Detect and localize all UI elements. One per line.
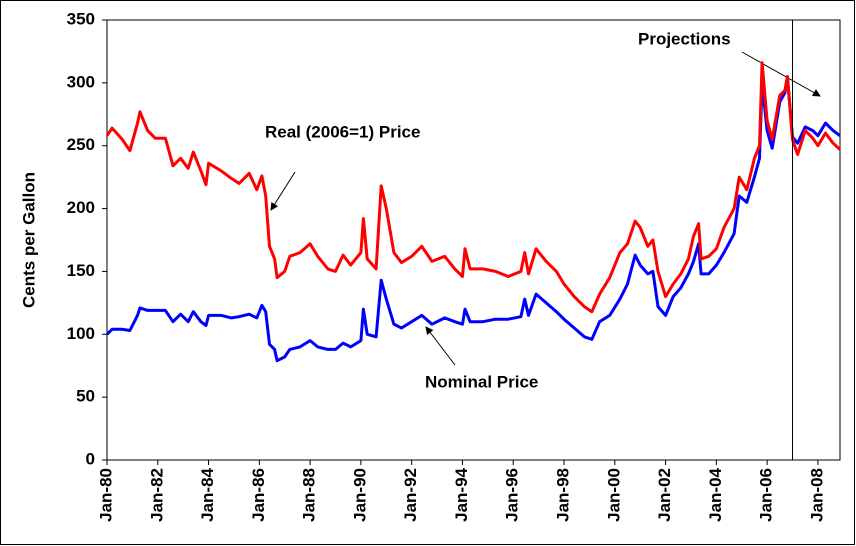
x-tick-label: Jan-94 [452, 467, 471, 521]
x-tick-label: Jan-02 [655, 468, 674, 522]
y-tick-label: 0 [86, 449, 95, 468]
x-tick-label: Jan-92 [401, 468, 420, 522]
y-axis-label: Cents per Gallon [19, 172, 38, 308]
x-tick-label: Jan-06 [757, 468, 776, 522]
x-tick-label: Jan-98 [553, 468, 572, 522]
plot-area [106, 19, 841, 461]
series-annotation: Nominal Price [425, 372, 538, 391]
series-line [105, 75, 841, 363]
x-tick-label: Jan-00 [604, 468, 623, 522]
annotation-arrow [270, 171, 296, 211]
x-tick-label: Jan-96 [503, 468, 522, 522]
x-tick-label: Jan-86 [249, 468, 268, 522]
annotation-arrow [741, 51, 821, 97]
series-annotation: Real (2006=1) Price [265, 122, 420, 141]
x-tick-label: Jan-88 [300, 468, 319, 522]
y-tick-label: 250 [67, 135, 95, 154]
annotation: Projections [638, 29, 731, 48]
x-tick-label: Jan-82 [147, 468, 166, 522]
x-tick-label: Jan-04 [706, 467, 725, 521]
y-tick-label: 150 [67, 261, 95, 280]
y-tick-label: 300 [67, 72, 95, 91]
x-tick-label: Jan-90 [350, 468, 369, 522]
y-tick-label: 350 [67, 9, 95, 28]
annotation-arrow [425, 326, 456, 366]
y-tick-label: 50 [76, 387, 95, 406]
x-tick-label: Jan-84 [198, 467, 217, 521]
x-tick-label: Jan-08 [807, 468, 826, 522]
series-line [105, 61, 842, 314]
y-tick-label: 200 [67, 198, 95, 217]
y-tick-label: 100 [67, 324, 95, 343]
x-tick-label: Jan-80 [96, 468, 115, 522]
